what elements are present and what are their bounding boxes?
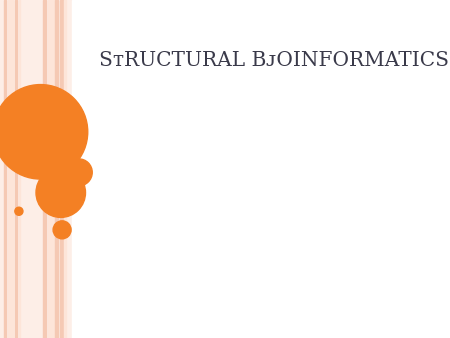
Bar: [8, 0, 13, 338]
Ellipse shape: [65, 159, 92, 186]
Bar: [43, 0, 46, 338]
Ellipse shape: [36, 168, 86, 217]
Bar: [72, 0, 450, 338]
Ellipse shape: [0, 84, 88, 179]
Ellipse shape: [53, 221, 71, 239]
Ellipse shape: [15, 207, 23, 215]
Bar: [4, 0, 6, 338]
Text: SᴛRUCTURAL BᴊOINFORMATICS: SᴛRUCTURAL BᴊOINFORMATICS: [99, 51, 449, 70]
Bar: [0, 0, 72, 338]
Bar: [60, 0, 63, 338]
Bar: [15, 0, 17, 338]
Bar: [55, 0, 58, 338]
Bar: [48, 0, 54, 338]
Bar: [64, 0, 66, 338]
Bar: [19, 0, 20, 338]
